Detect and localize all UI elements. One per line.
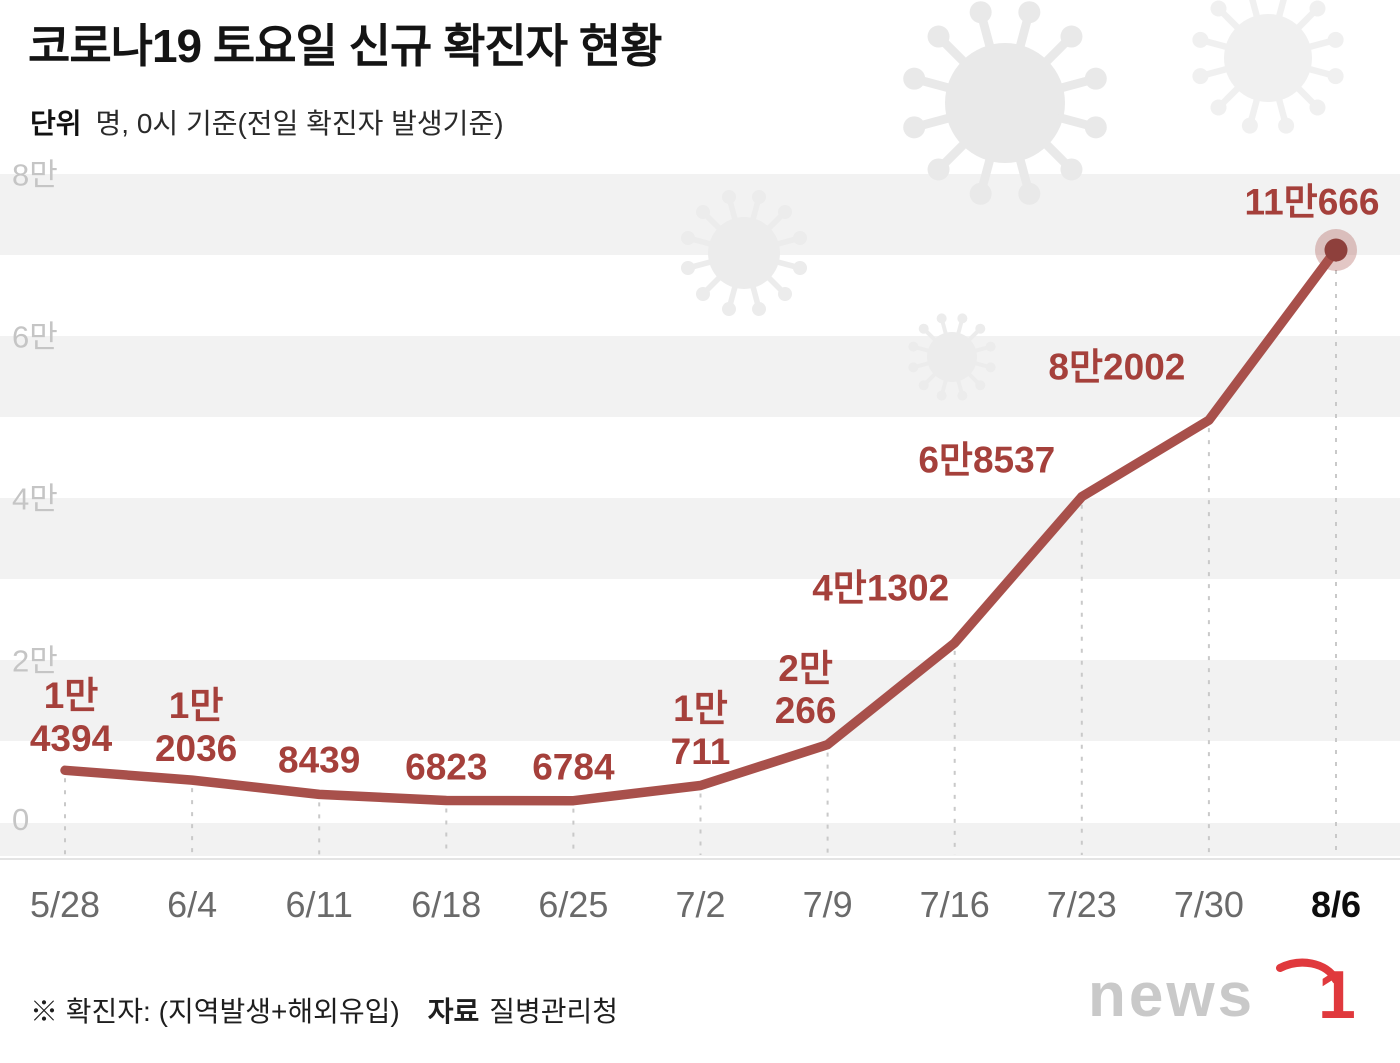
data-point-label: 8만2002: [1048, 347, 1185, 390]
data-point-label-line: 1만: [168, 684, 224, 726]
virus-icon: [908, 313, 996, 401]
news1-logo-icon: news 1: [1088, 957, 1356, 1033]
data-point-label-line: 2만: [778, 647, 833, 689]
unit-description: 명, 0시 기준(전일 확진자 발생기준): [95, 108, 504, 139]
chart-subtitle: 단위 명, 0시 기준(전일 확진자 발생기준): [30, 102, 504, 142]
x-axis-label: 7/9: [802, 884, 853, 925]
x-axis-label: 6/11: [285, 884, 353, 925]
chart-line: [60, 245, 1341, 806]
data-point-label-line: 11만666: [1244, 181, 1380, 223]
x-axis-label: 5/28: [29, 884, 101, 925]
data-point-label: 6만8537: [918, 439, 1055, 482]
news1-logo: news 1: [1074, 957, 1374, 1037]
x-axis-baseline: [0, 858, 1400, 860]
y-axis-label: 0: [12, 802, 30, 838]
logo-accent: 1: [1318, 958, 1356, 1032]
virus-icon: [680, 189, 808, 317]
data-point-label-line: 2036: [154, 727, 238, 769]
data-point-label-line: 6823: [405, 745, 488, 787]
dashed-gridlines: [64, 258, 1337, 855]
data-point-label-line: 1만: [673, 688, 728, 730]
x-axis-label: 7/16: [919, 884, 990, 925]
virus-watermarks: [680, 0, 1344, 401]
data-point-label: 1만 2036: [155, 685, 237, 770]
logo-text: news: [1088, 961, 1255, 1030]
data-point-label: 2만 266: [775, 647, 837, 732]
virus-icon: [903, 1, 1107, 205]
unit-label: 단위: [30, 108, 82, 139]
x-axis-label: 6/4: [167, 884, 218, 925]
data-point-label: 6784: [532, 746, 614, 789]
background-stripe: [0, 498, 1400, 579]
y-axis-label: 6만: [12, 319, 58, 355]
background-stripe: [0, 823, 1400, 856]
y-axis-label: 8만: [12, 157, 58, 193]
data-point-label-line: 6만8537: [918, 439, 1056, 481]
data-point-label: 1만 711: [671, 688, 731, 773]
data-point-label-line: 8439: [278, 739, 361, 781]
logo-swoosh-icon: [1276, 958, 1340, 984]
data-point-label: 4만1302: [812, 567, 949, 610]
data-point-label: 11만666: [1245, 181, 1380, 224]
x-axis-label: 6/25: [538, 884, 609, 925]
background-stripe: [0, 336, 1400, 417]
data-point-label-line: 6784: [532, 746, 615, 788]
x-axis-label: 7/23: [1046, 884, 1117, 925]
footnote-text: ※ 확진자: (지역발생+해외유입): [30, 996, 400, 1027]
data-point-label-line: 4394: [29, 717, 113, 759]
source-label: 자료: [427, 996, 480, 1027]
data-point-label: 1만 4394: [30, 675, 112, 760]
chart-title: 코로나19 토요일 신규 확진자 현황: [28, 20, 662, 72]
data-point-label-line: 1만: [43, 675, 99, 717]
final-point-marker: [1324, 238, 1348, 262]
x-axis-label: 8/6: [1310, 884, 1362, 925]
data-point-label-line: 711: [670, 730, 731, 772]
footnote: ※ 확진자: (지역발생+해외유입) 자료 질병관리청: [30, 990, 618, 1030]
x-axis-label: 7/2: [675, 884, 726, 925]
data-point-label: 8439: [278, 740, 360, 783]
virus-icon: [1192, 0, 1344, 134]
y-axis-label: 2만: [12, 643, 58, 679]
data-point-label-line: 4만1302: [812, 567, 950, 609]
x-axis-label: 6/18: [411, 884, 482, 925]
data-point-label-line: 266: [774, 690, 837, 732]
x-axis-label: 7/30: [1173, 884, 1244, 925]
source-name: 질병관리청: [489, 996, 619, 1027]
data-point-label: 6823: [405, 746, 487, 789]
y-axis-label: 4만: [12, 481, 58, 517]
data-point-label-line: 8만2002: [1048, 346, 1186, 388]
background-stripe: [0, 660, 1400, 741]
